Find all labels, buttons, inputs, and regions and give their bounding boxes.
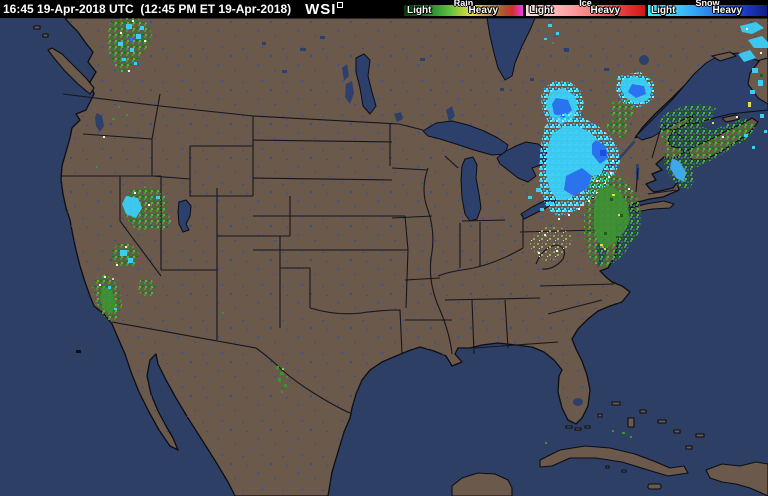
legend-ice-label: Ice — [579, 0, 592, 8]
lac-st-jean — [639, 55, 649, 65]
timestamp-text: 16:45 19-Apr-2018 UTC (12:45 PM ET 19-Ap… — [3, 2, 292, 16]
anticosti-island — [711, 51, 737, 62]
radar-echoes — [92, 18, 768, 444]
lake-winnipeg — [355, 53, 377, 115]
lake-okeechobee — [573, 398, 583, 406]
yucatan — [451, 472, 513, 496]
legend-ice-light-label: Light — [529, 5, 554, 16]
radar-bc-cluster — [96, 18, 152, 168]
radar-ottawa-snow — [606, 72, 654, 138]
radar-labrador-snow — [738, 22, 768, 94]
radar-maritimes-rain — [658, 102, 767, 170]
state-borders — [62, 93, 691, 415]
legend-rain-label: Rain — [453, 0, 474, 8]
radar-map — [0, 18, 768, 496]
legend-snow-label: Snow — [695, 0, 720, 8]
lake-michigan — [460, 156, 482, 222]
james-bay — [486, 18, 536, 81]
bahamas — [597, 401, 705, 473]
radar-texas-specks — [276, 366, 288, 393]
legend-rain: Rain Light Heavy — [403, 0, 524, 18]
legend-rain-heavy-label: Heavy — [468, 5, 498, 16]
jamaica — [647, 483, 662, 490]
vancouver-island — [47, 47, 95, 95]
radar-socal-cluster — [92, 274, 224, 322]
radar-sierra-cluster — [112, 186, 172, 268]
legend-ice-gradient — [525, 4, 646, 17]
legend-rain-light-label: Light — [407, 5, 432, 16]
status-bar: 16:45 19-Apr-2018 UTC (12:45 PM ET 19-Ap… — [0, 0, 768, 18]
legend-rain-gradient — [403, 4, 524, 17]
puget-sound — [95, 113, 104, 132]
trademark-icon — [337, 1, 344, 8]
legend-snow-heavy-label: Heavy — [712, 5, 742, 16]
hispaniola — [705, 461, 768, 496]
legend-ice: Ice Light Heavy — [525, 0, 646, 18]
cuba — [539, 445, 689, 477]
radar-offshore-streak — [664, 150, 694, 190]
lake-superior — [422, 120, 509, 156]
legend-snow: Snow Light Heavy — [647, 0, 768, 18]
radar-midatlantic-rain — [584, 172, 642, 268]
radar-wv-patch — [530, 226, 572, 262]
wsi-logo: WSI — [305, 1, 344, 18]
legend-snow-light-label: Light — [651, 5, 676, 16]
great-salt-lake — [177, 199, 192, 233]
precip-legend: Rain Light Heavy Ice Light Heavy Snow Li… — [402, 0, 768, 18]
prince-edward-island — [721, 114, 741, 123]
legend-ice-heavy-label: Heavy — [590, 5, 620, 16]
